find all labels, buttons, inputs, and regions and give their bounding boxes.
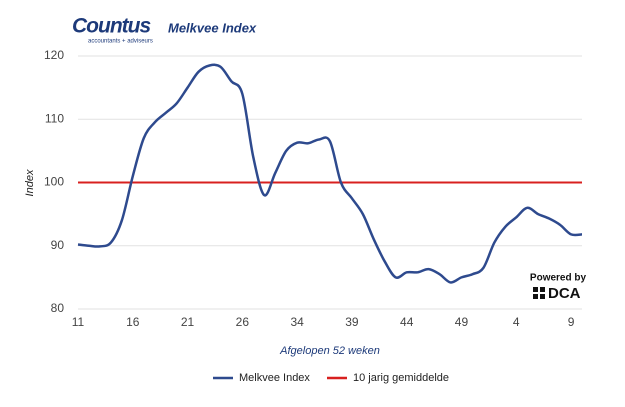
badge-label: Powered by: [530, 273, 587, 284]
series-line: [77, 63, 583, 284]
x-tick-label: 34: [290, 315, 304, 329]
logo-name: Countus: [72, 15, 150, 38]
y-tick-label: 120: [44, 48, 64, 62]
x-tick-label: 21: [181, 315, 195, 329]
y-tick-label: 80: [51, 301, 65, 315]
x-tick-label: 39: [345, 315, 359, 329]
y-tick-label: 90: [51, 238, 65, 252]
x-tick-label: 26: [236, 315, 250, 329]
x-tick-label: 49: [455, 315, 469, 329]
legend-label: 10 jarig gemiddelde: [353, 372, 449, 384]
badge-icon: [533, 287, 545, 299]
chart-title: Melkvee Index: [168, 20, 257, 35]
x-tick-label: 9: [568, 315, 575, 329]
x-tick-label: 11: [72, 315, 85, 329]
x-tick-label: 4: [513, 315, 520, 329]
x-tick-label: 44: [400, 315, 414, 329]
legend-label: Melkvee Index: [239, 372, 310, 384]
y-tick-label: 110: [45, 111, 64, 125]
logo-tagline: accountants + adviseurs: [88, 39, 153, 45]
x-axis-title: Afgelopen 52 weken: [279, 345, 380, 357]
x-tick-label: 16: [126, 315, 140, 329]
y-tick-label: 100: [44, 175, 64, 189]
y-axis-title: Index: [24, 169, 36, 196]
badge-name: DCA: [548, 285, 581, 302]
